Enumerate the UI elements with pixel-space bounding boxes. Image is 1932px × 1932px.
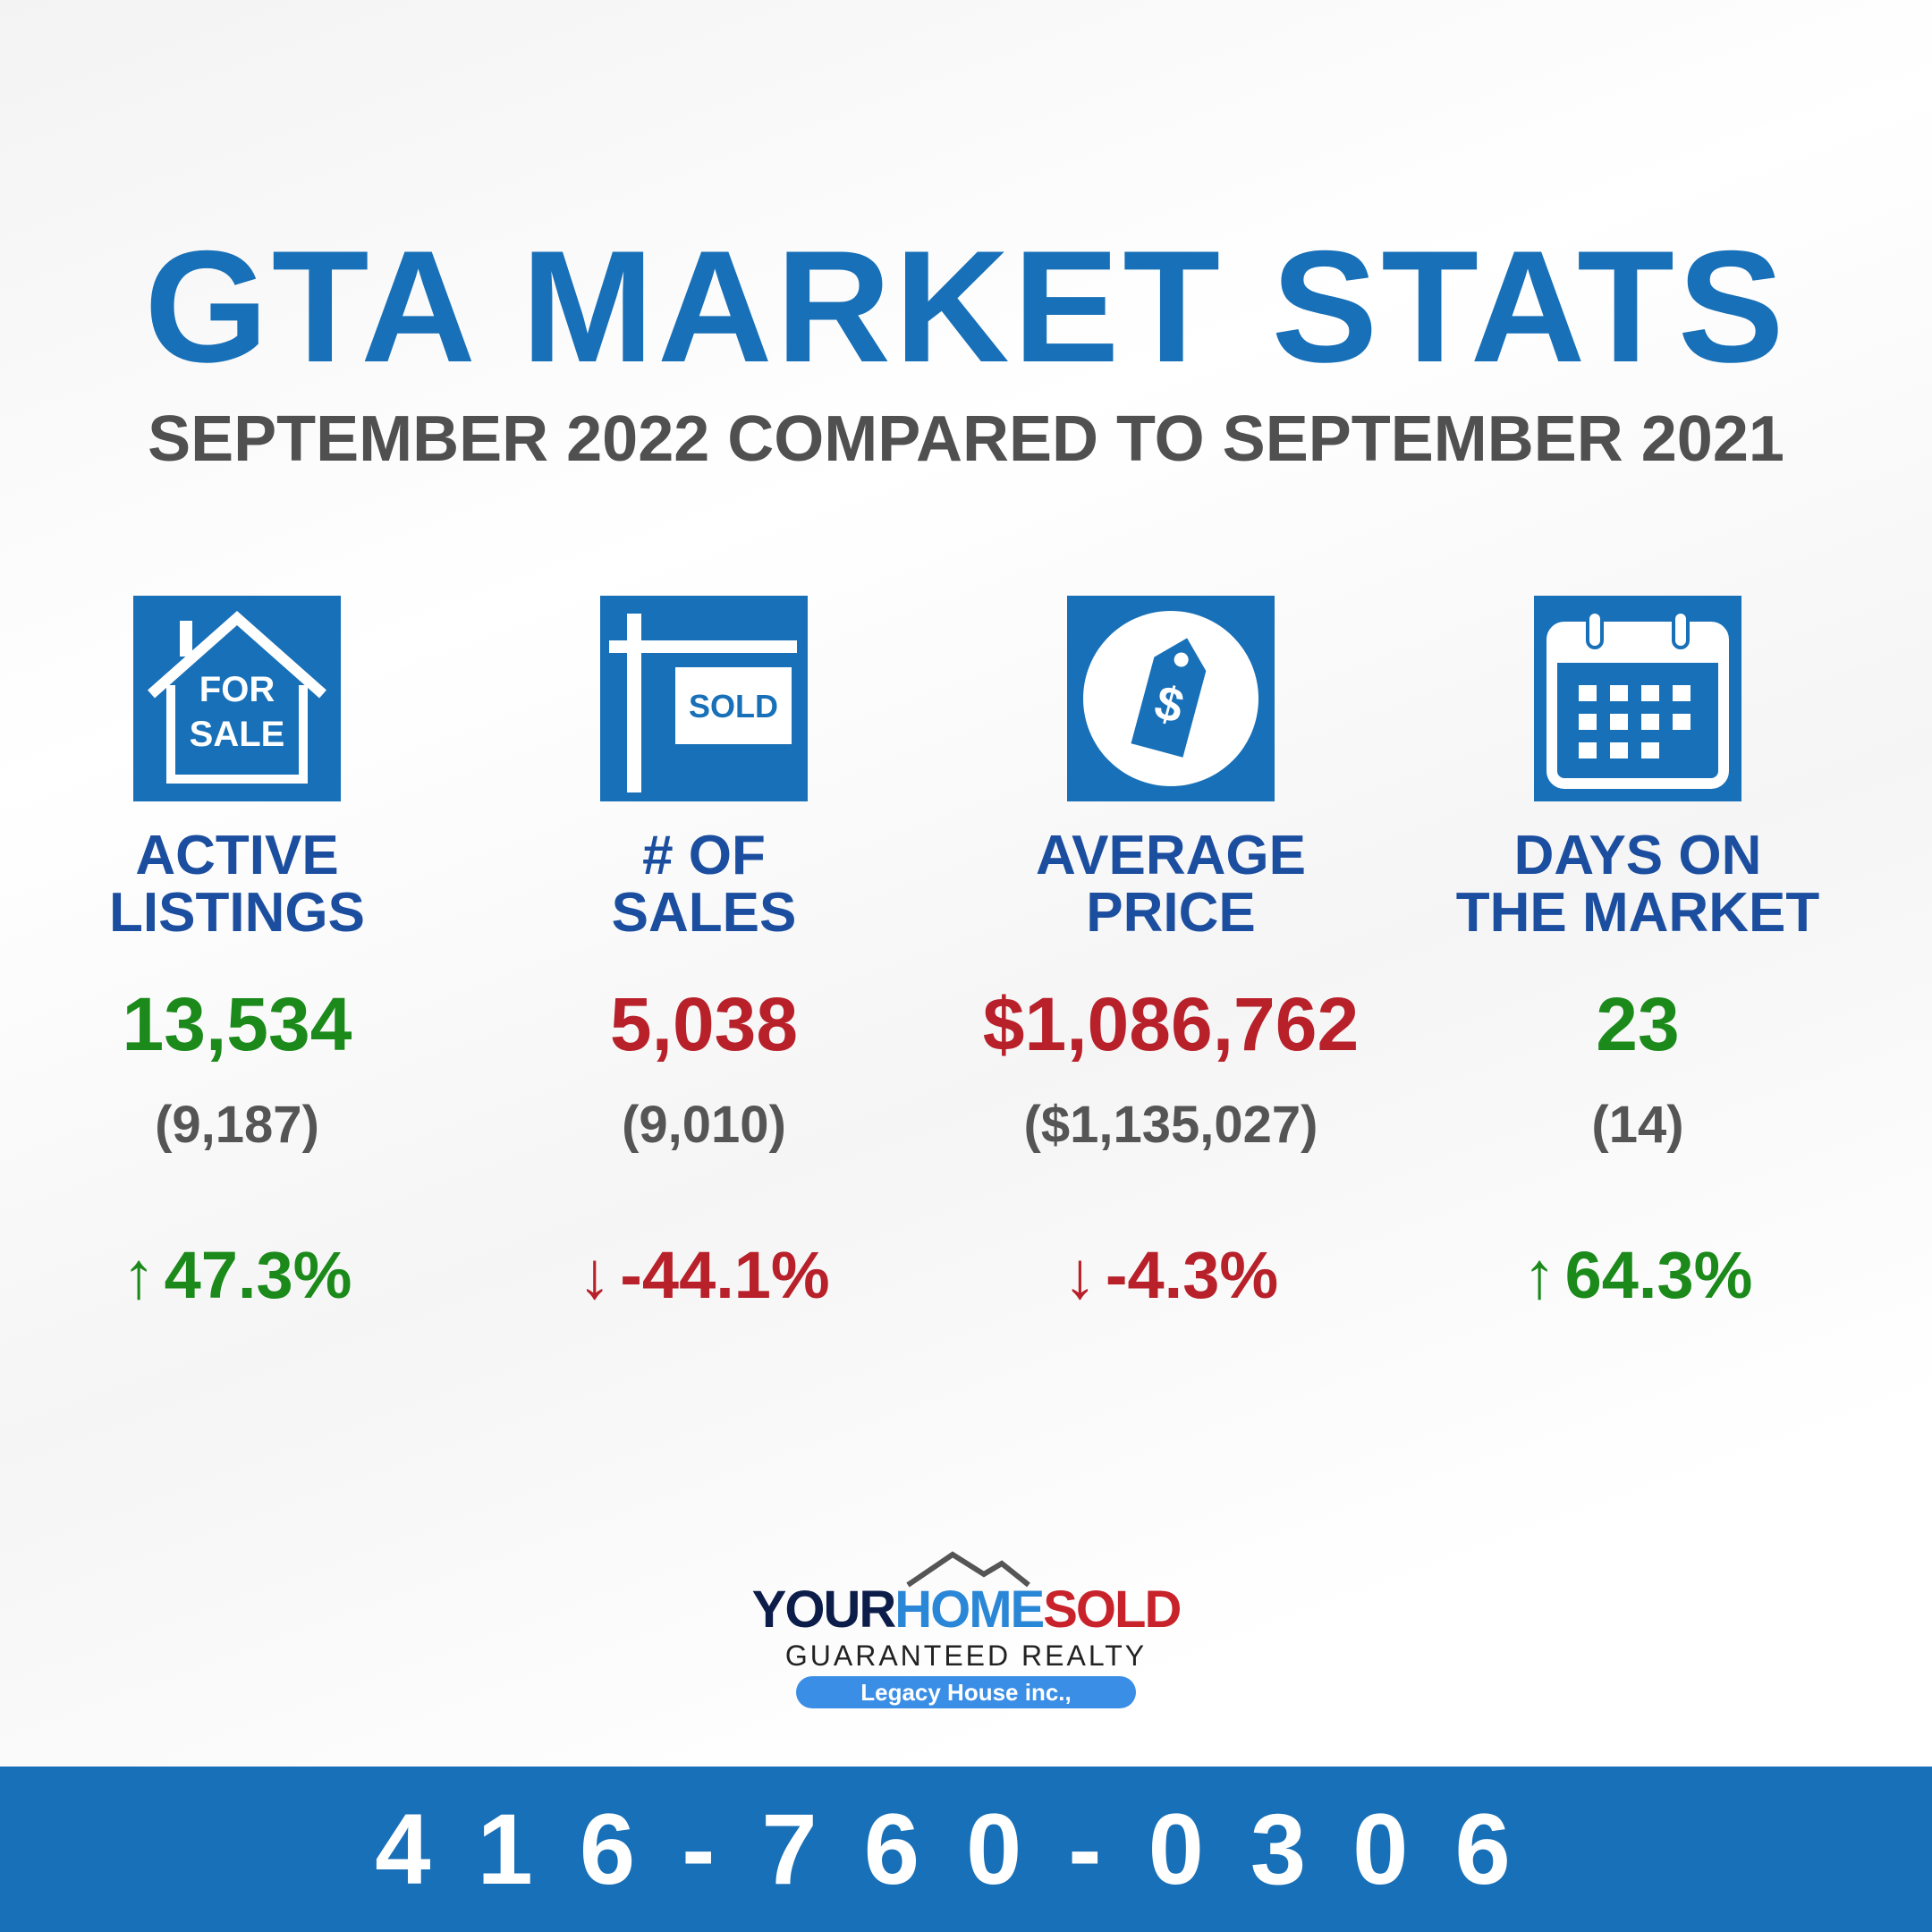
stat-previous: (9,010): [622, 1096, 786, 1154]
stat-change: ↓ -4.3%: [920, 1237, 1421, 1313]
icon-text: SOLD: [689, 688, 778, 724]
stat-label: AVERAGE: [1035, 825, 1306, 886]
stat-label: # OF: [642, 825, 766, 886]
icon-text: SALE: [190, 715, 285, 754]
stat-previous: (9,187): [155, 1096, 319, 1154]
logo-tagline: GUARANTEED REALTY: [784, 1640, 1148, 1672]
stat-value: 13,534: [122, 982, 352, 1066]
stat-previous: (14): [1591, 1096, 1684, 1154]
logo-part: HOME: [894, 1580, 1045, 1639]
stat-column: # OF SALES 5,038 (9,010) ↓ -44.1%: [453, 827, 954, 1313]
change-arrow: ↓: [578, 1238, 612, 1312]
stat-change: ↑ 64.3%: [1387, 1237, 1888, 1313]
logo-badge: Legacy House inc.,: [796, 1676, 1136, 1708]
for-sale-icon: FOR SALE: [133, 596, 341, 801]
change-value: 64.3%: [1564, 1238, 1753, 1312]
stat-change: ↑ 47.3%: [0, 1237, 487, 1313]
stat-column: DAYS ON THE MARKET 23 (14) ↑ 64.3%: [1387, 827, 1888, 1313]
logo-roof: [906, 1551, 1030, 1588]
stat-value: $1,086,762: [982, 982, 1360, 1066]
phone: 416-760-0306: [0, 1767, 1932, 1932]
change-arrow: ↑: [1522, 1238, 1556, 1312]
logo: YOURHOMESOLD GUARANTEED REALTY Legacy Ho…: [698, 1547, 1234, 1708]
calendar-icon: [1534, 596, 1741, 801]
change-arrow: ↓: [1063, 1238, 1097, 1312]
stat-column: AVERAGE PRICE $1,086,762 ($1,135,027) ↓ -4.3%: [920, 827, 1421, 1313]
stat-label: ACTIVE: [135, 825, 339, 886]
change-value: 47.3%: [164, 1238, 352, 1312]
title: GTA MARKET STATS: [144, 217, 1788, 395]
logo-part: SOLD: [1043, 1580, 1182, 1639]
icon-text: FOR: [199, 670, 275, 709]
stat-previous: ($1,135,027): [1023, 1096, 1318, 1154]
sold-icon: SOLD: [600, 596, 808, 801]
change-value: -44.1%: [620, 1238, 830, 1312]
logo-part: YOUR: [751, 1580, 897, 1639]
stat-value: 23: [1596, 982, 1680, 1066]
stat-label: PRICE: [1086, 882, 1256, 944]
stat-label: DAYS ON: [1513, 825, 1762, 886]
stat-column: ACTIVE LISTINGS 13,534 (9,187) ↑ 47.3%: [0, 827, 487, 1313]
stat-change: ↓ -44.1%: [453, 1237, 954, 1313]
stat-label: SALES: [611, 882, 797, 944]
price-icon: $: [1067, 596, 1275, 801]
change-value: -4.3%: [1105, 1238, 1279, 1312]
change-arrow: ↑: [122, 1238, 156, 1312]
stat-label: THE MARKET: [1455, 882, 1820, 944]
stat-label: LISTINGS: [109, 882, 365, 944]
subtitle: SEPTEMBER 2022 COMPARED TO SEPTEMBER 202…: [148, 403, 1784, 475]
stat-value: 5,038: [609, 982, 799, 1066]
logo-wordmark: YOURHOMESOLD: [698, 1580, 1234, 1640]
